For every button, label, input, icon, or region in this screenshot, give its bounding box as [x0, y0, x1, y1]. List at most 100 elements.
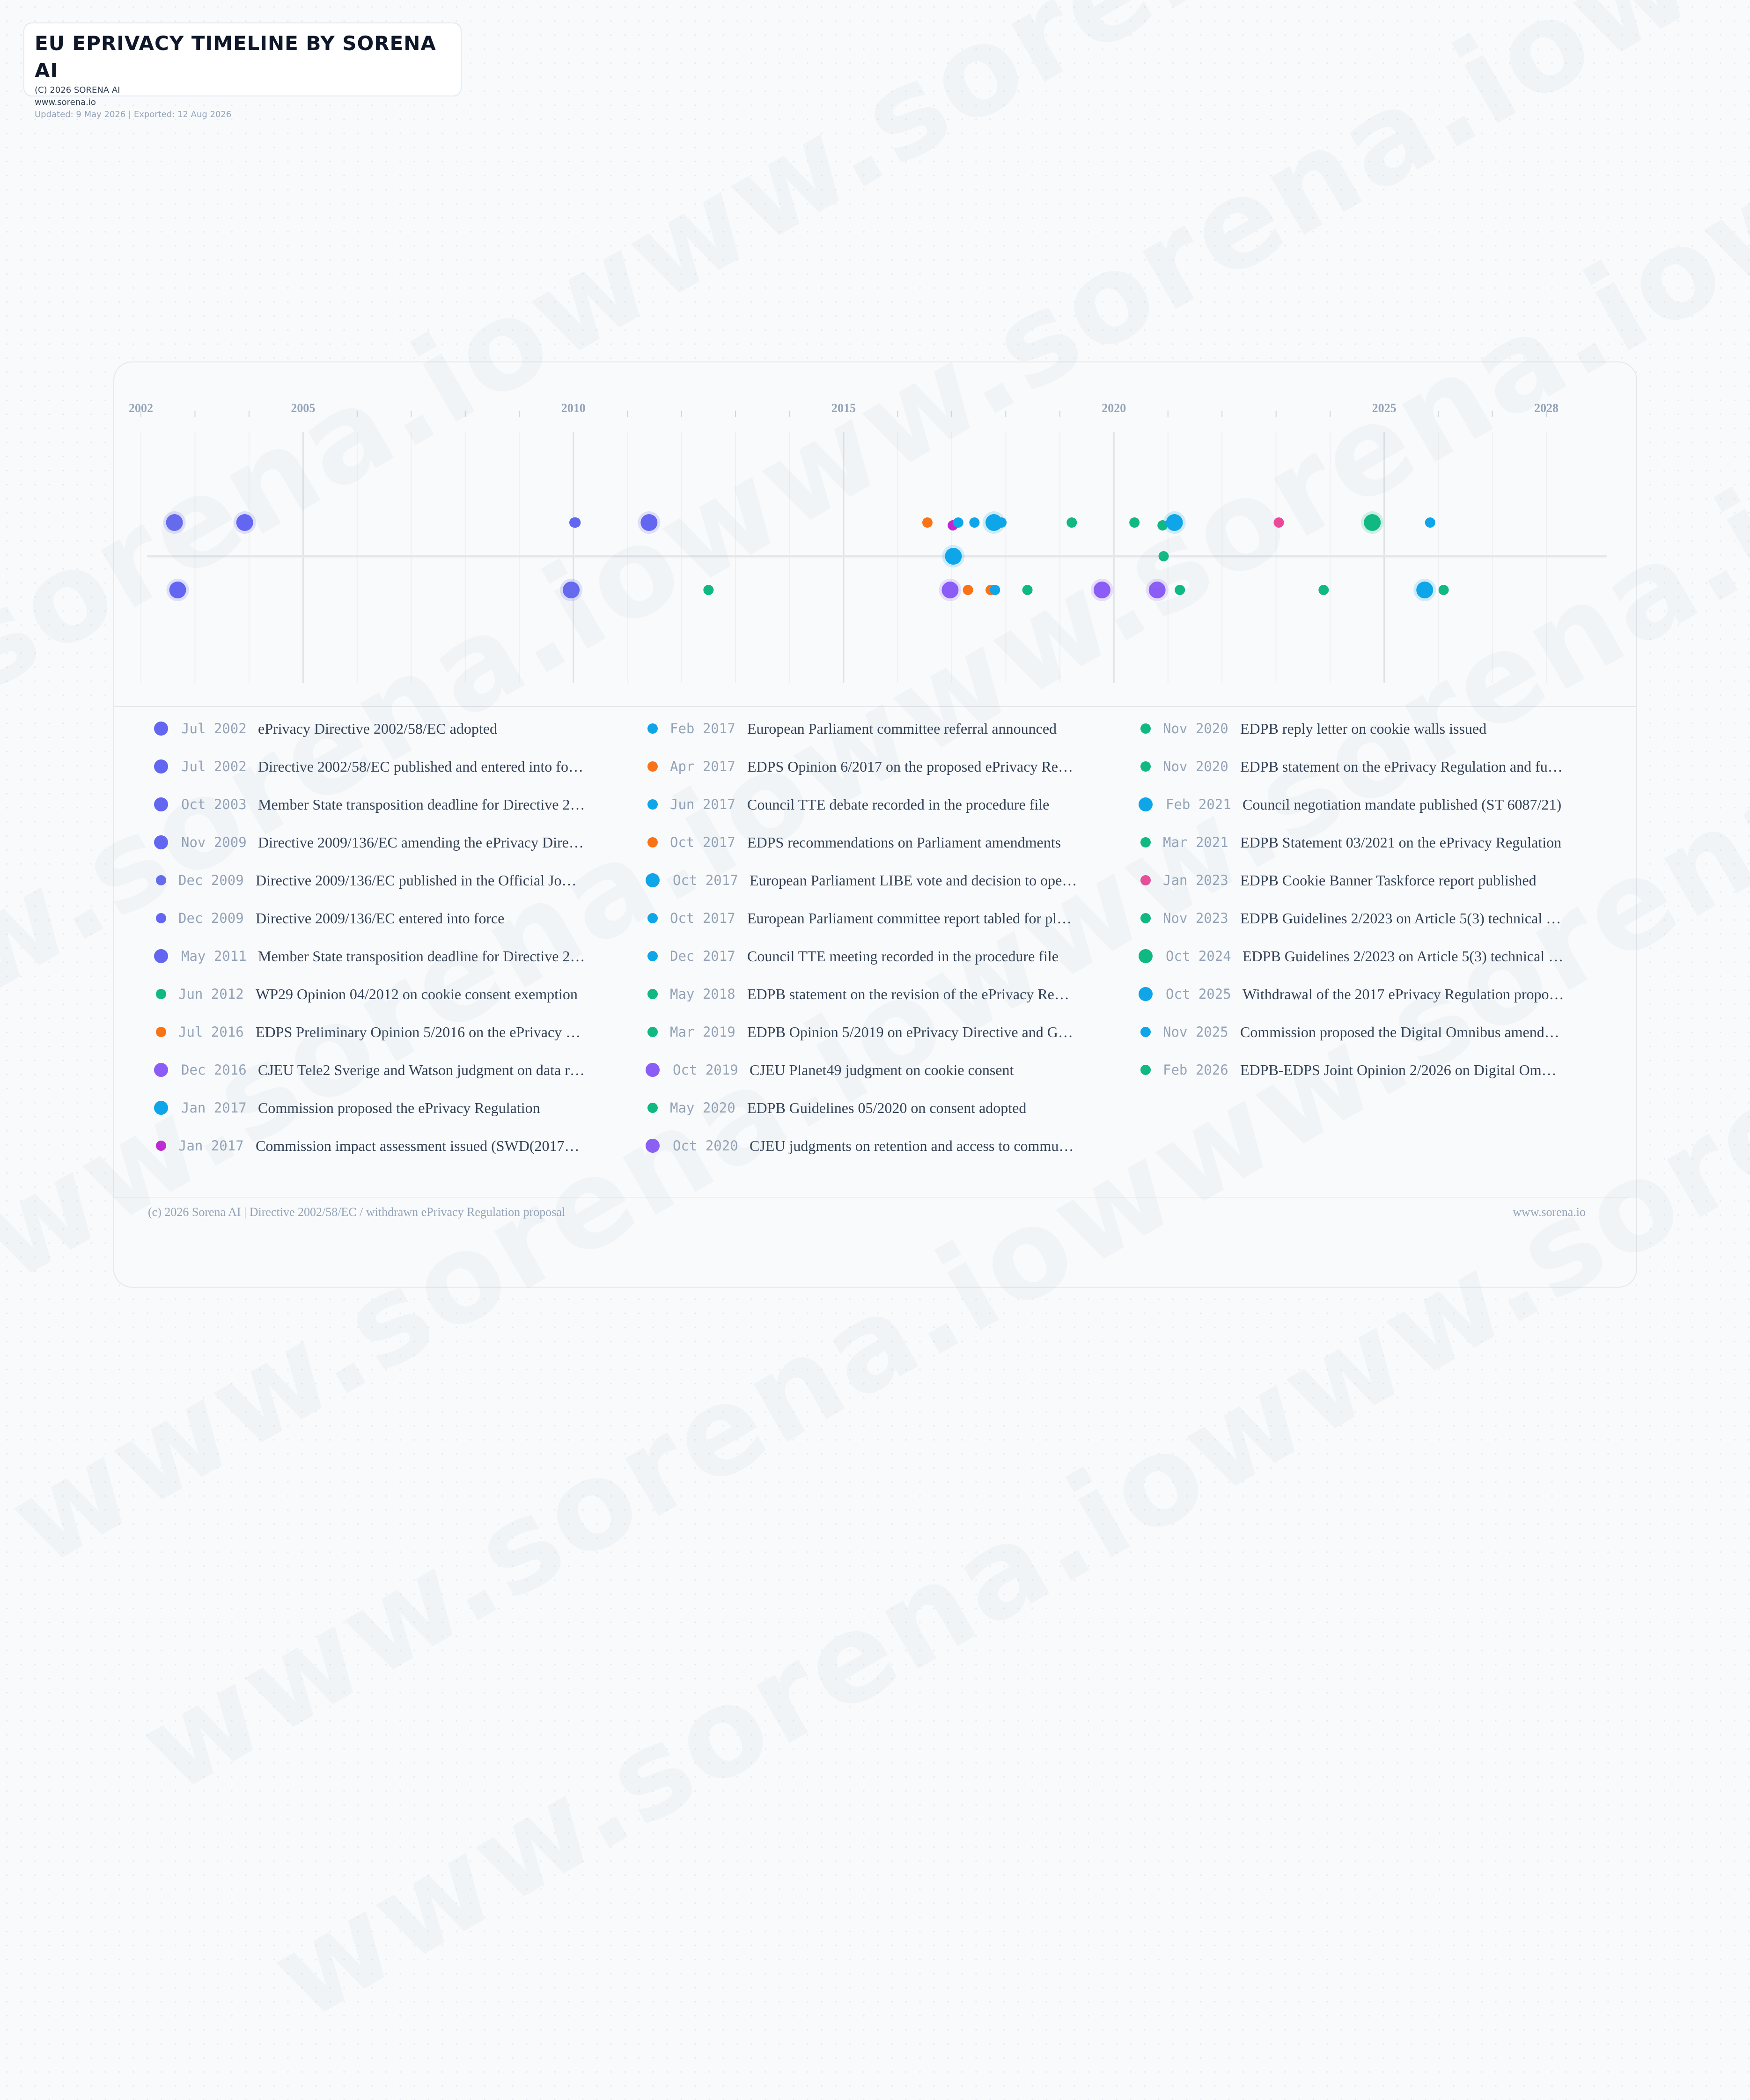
event-marker	[1425, 517, 1435, 528]
legend-color-dot	[156, 1027, 166, 1037]
legend-color-dot	[154, 797, 168, 811]
legend-event-text: EDPB Guidelines 05/2020 on consent adopt…	[747, 1099, 1027, 1116]
legend-color-dot	[647, 951, 658, 961]
event-marker	[941, 582, 959, 598]
legend-item: Oct 2025 Withdrawal of the 2017 ePrivacy …	[1136, 980, 1595, 1008]
legend-color-dot	[647, 1027, 658, 1037]
legend-date: Oct 2017	[670, 834, 735, 850]
legend-date: Feb 2021	[1166, 796, 1231, 812]
event-marker	[563, 582, 580, 598]
legend-color-dot	[154, 949, 168, 963]
year-label-2028: 2028	[1534, 401, 1559, 415]
legend-event-text: Member State transposition deadline for …	[258, 796, 586, 813]
year-label-2025: 2025	[1372, 401, 1397, 415]
legend-item: Mar 2019 EDPB Opinion 5/2019 on ePrivacy …	[643, 1018, 1102, 1046]
legend-item: Oct 2017 European Parliament LIBE vote an…	[643, 866, 1102, 894]
legend-date: Oct 2019	[673, 1062, 738, 1078]
event-marker	[1066, 517, 1077, 528]
legend-event-text: Directive 2009/136/EC amending the ePriv…	[258, 834, 586, 851]
year-label-2002: 2002	[129, 401, 153, 415]
year-label-2010: 2010	[561, 401, 586, 415]
legend-event-text: CJEU Tele2 Sverige and Watson judgment o…	[258, 1061, 586, 1078]
legend-event-text: European Parliament committee report tab…	[747, 910, 1075, 927]
legend-item: Jul 2002 Directive 2002/58/EC published a…	[152, 752, 610, 781]
legend-color-dot	[646, 1063, 660, 1077]
legend-date: Jul 2002	[181, 759, 247, 774]
event-marker	[1438, 585, 1449, 595]
legend-event-text: EDPB statement on the ePrivacy Regulatio…	[1240, 758, 1563, 775]
legend-item: Dec 2017 Council TTE meeting recorded in …	[643, 942, 1102, 970]
legend-date: Jul 2002	[181, 721, 247, 737]
event-marker	[945, 548, 962, 565]
legend-item: Oct 2020 CJEU judgments on retention and …	[643, 1132, 1102, 1160]
legend-item: Oct 2024 EDPB Guidelines 2/2023 on Articl…	[1136, 942, 1595, 970]
event-marker	[1166, 514, 1183, 531]
event-marker	[1022, 585, 1033, 595]
legend-date: Nov 2023	[1163, 910, 1228, 926]
legend-color-dot	[1140, 723, 1151, 734]
legend-item: May 2018 EDPB statement on the revision o…	[643, 980, 1102, 1008]
footer-credit: (c) 2026 Sorena AI | Directive 2002/58/E…	[148, 1205, 566, 1219]
event-marker	[1364, 514, 1381, 531]
legend-date: Nov 2020	[1163, 721, 1228, 737]
event-marker	[996, 517, 1007, 528]
legend-item: Oct 2017 European Parliament committee re…	[643, 904, 1102, 932]
event-marker	[922, 517, 933, 528]
legend-color-dot	[156, 1141, 166, 1151]
legend-event-text: EDPB reply letter on cookie walls issued	[1240, 720, 1487, 737]
legend-date: Jul 2016	[178, 1024, 244, 1040]
legend-color-dot	[647, 799, 658, 810]
legend-color-dot	[156, 875, 166, 885]
legend-date: Jun 2017	[670, 796, 735, 812]
legend-item: Jan 2017 Commission proposed the ePrivacy…	[152, 1094, 610, 1122]
website-text: www.sorena.io	[35, 97, 96, 107]
legend-event-text: Commission proposed the ePrivacy Regulat…	[258, 1099, 540, 1116]
legend-color-dot	[154, 835, 168, 849]
legend-event-text: Directive 2002/58/EC published and enter…	[258, 758, 586, 775]
event-marker	[640, 514, 658, 531]
legend-color-dot	[1140, 913, 1151, 923]
legend-item: Nov 2020 EDPB reply letter on cookie wall…	[1136, 715, 1595, 743]
legend-date: Mar 2019	[670, 1024, 735, 1040]
legend-item: May 2020 EDPB Guidelines 05/2020 on conse…	[643, 1094, 1102, 1122]
legend-date: Mar 2021	[1163, 834, 1228, 850]
legend-date: Oct 2025	[1166, 986, 1231, 1002]
legend-event-text: EDPB Guidelines 2/2023 on Article 5(3) t…	[1240, 910, 1563, 927]
legend-color-dot	[1139, 987, 1153, 1001]
legend-date: May 2020	[670, 1100, 735, 1116]
legend-item: Jan 2023 EDPB Cookie Banner Taskforce rep…	[1136, 866, 1595, 894]
legend-item: Nov 2025 Commission proposed the Digital …	[1136, 1018, 1595, 1046]
legend-color-dot	[647, 837, 658, 847]
legend-event-text: EDPS Opinion 6/2017 on the proposed ePri…	[747, 758, 1075, 775]
legend-item: Feb 2021 Council negotiation mandate publ…	[1136, 790, 1595, 818]
event-marker	[1175, 585, 1185, 595]
updated-exported-text: Updated: 9 May 2026 | Exported: 12 Aug 2…	[35, 110, 232, 119]
legend-color-dot	[646, 873, 660, 887]
footer-divider	[114, 1197, 1636, 1198]
legend-color-dot	[154, 722, 168, 736]
legend-color-dot	[647, 723, 658, 734]
legend-date: Nov 2009	[181, 834, 247, 850]
legend-color-dot	[1139, 949, 1153, 963]
legend-date: Apr 2017	[670, 759, 735, 774]
year-label-2020: 2020	[1102, 401, 1126, 415]
legend-color-dot	[156, 989, 166, 999]
legend-event-text: EDPB Cookie Banner Taskforce report publ…	[1240, 872, 1537, 889]
legend-event-text: Council TTE debate recorded in the proce…	[747, 796, 1050, 813]
legend-item: May 2011 Member State transposition deadl…	[152, 942, 610, 970]
legend-event-text: EDPB Opinion 5/2019 on ePrivacy Directiv…	[747, 1024, 1075, 1040]
legend-color-dot	[1140, 837, 1151, 847]
legend-event-text: EDPB statement on the revision of the eP…	[747, 986, 1075, 1002]
event-marker	[963, 585, 973, 595]
legend-event-text: Commission proposed the Digital Omnibus …	[1240, 1024, 1563, 1040]
legend-event-text: Directive 2009/136/EC published in the O…	[256, 872, 583, 889]
legend-color-dot	[154, 759, 168, 774]
legend-item: Oct 2017 EDPS recommendations on Parliame…	[643, 828, 1102, 856]
legend-date: Oct 2017	[673, 872, 738, 888]
legend-color-dot	[154, 1063, 168, 1077]
event-marker	[1148, 582, 1166, 598]
event-marker	[1129, 517, 1140, 528]
legend-item: Oct 2003 Member State transposition deadl…	[152, 790, 610, 818]
legend-date: Dec 2017	[670, 948, 735, 964]
event-marker	[1416, 582, 1434, 598]
